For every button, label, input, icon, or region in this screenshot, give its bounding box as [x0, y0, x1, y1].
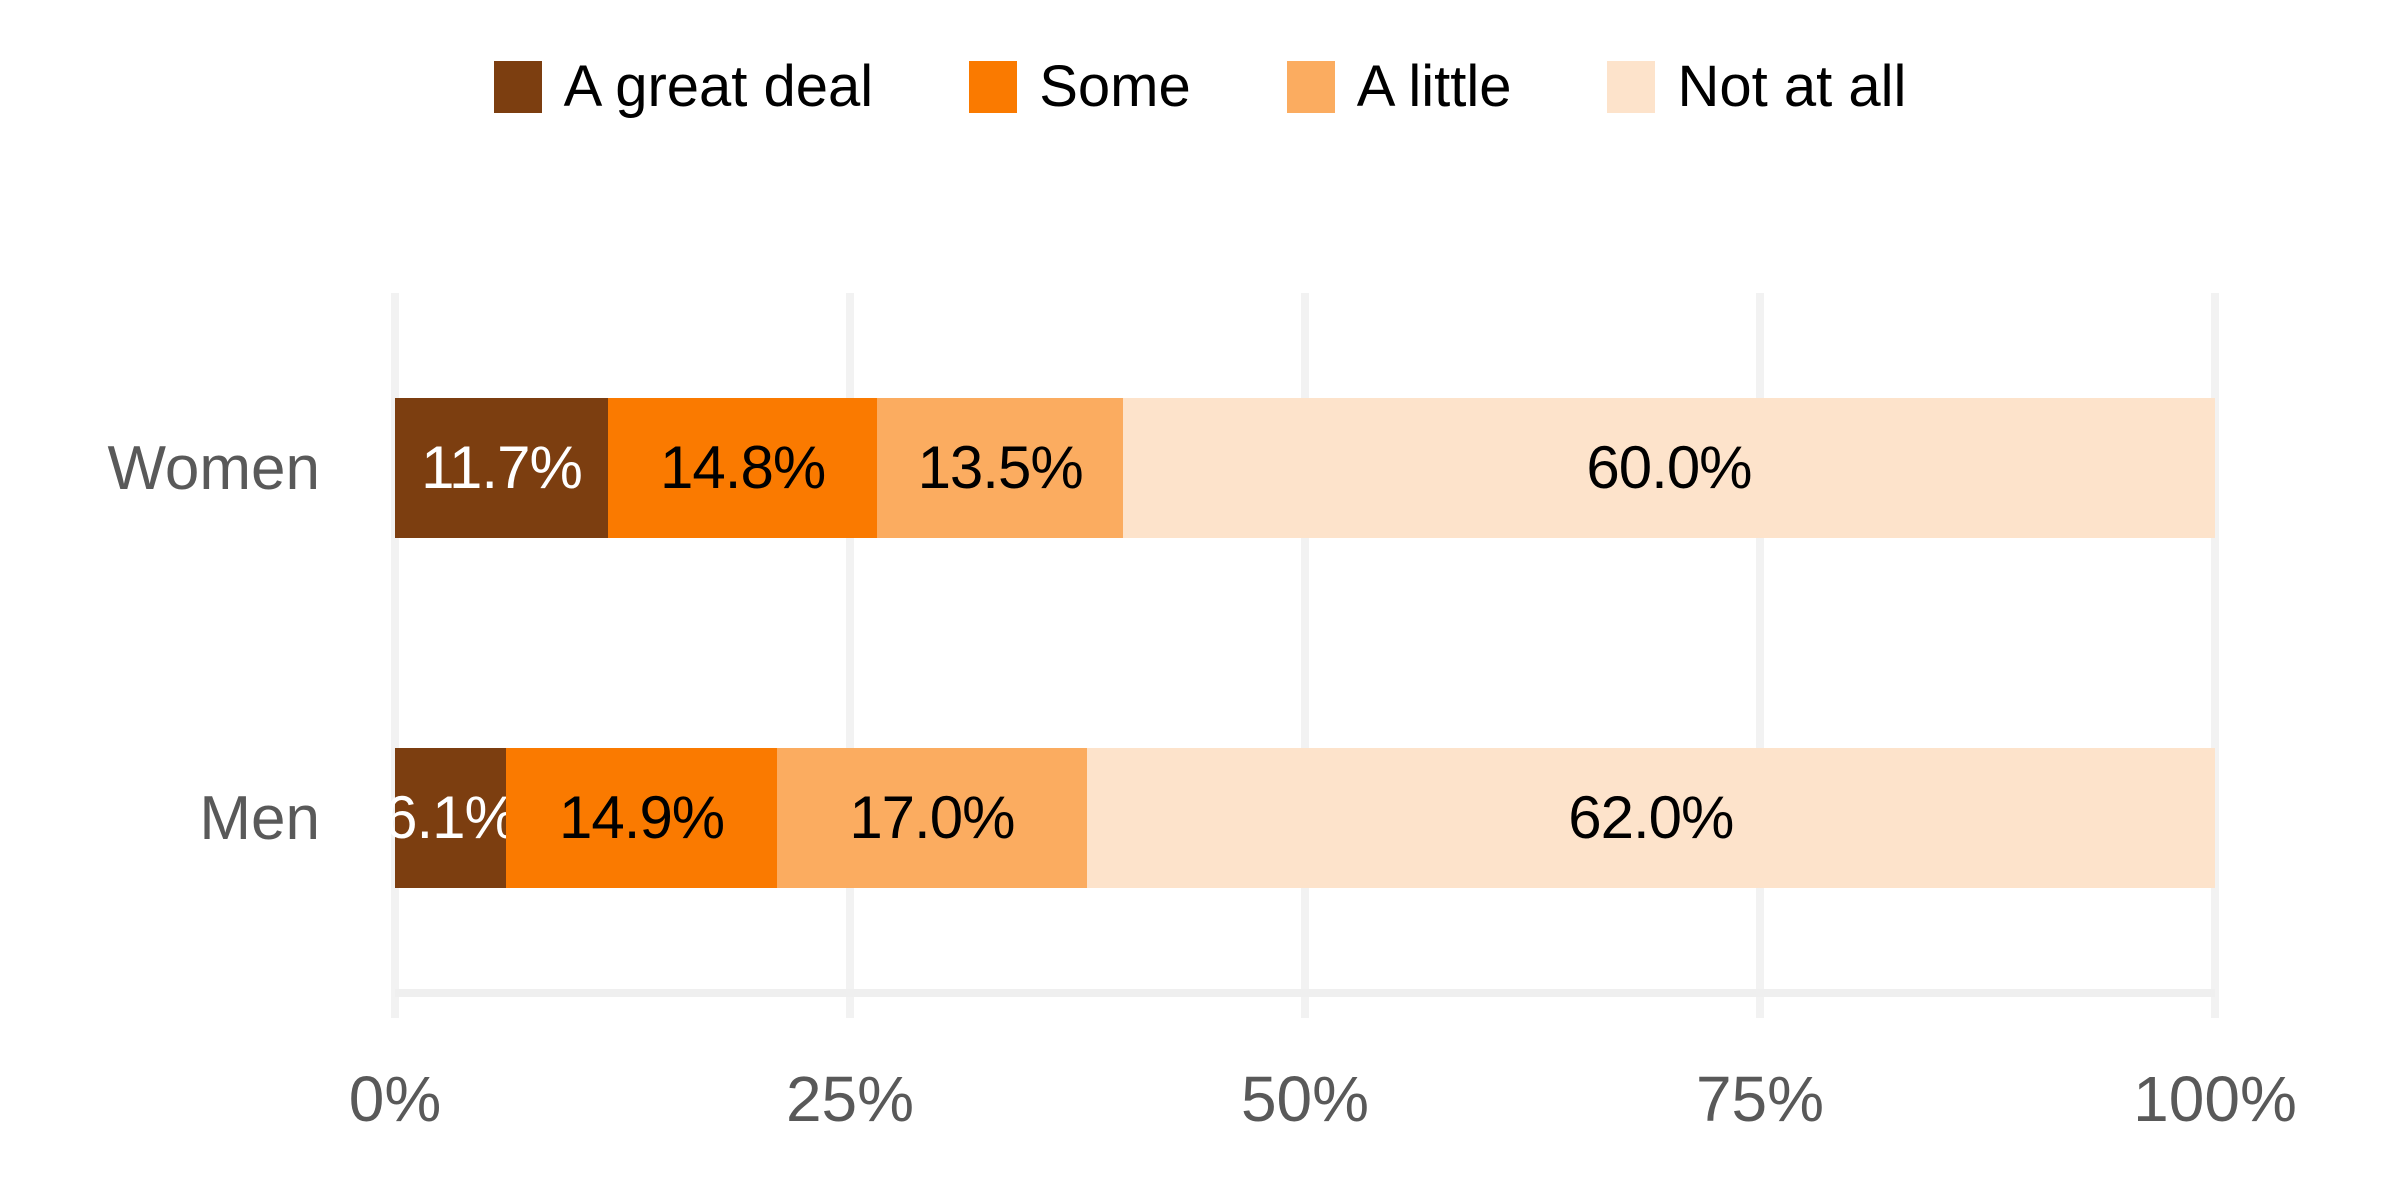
bar-segment-men-a-great-deal: 6.1%: [384, 748, 518, 888]
legend-label: A great deal: [563, 54, 874, 119]
x-tick-75pct: 75%: [1695, 1063, 1825, 1135]
y-axis-labels: Women Men: [0, 293, 321, 993]
x-tick-100pct: 100%: [2133, 1063, 2297, 1135]
bar-segment-men-not-at-all: 62.0%: [1086, 748, 2215, 888]
x-axis-line: [395, 989, 2215, 997]
category-label-men: Men: [199, 783, 320, 853]
bar-segment-women-some: 14.8%: [607, 398, 878, 538]
x-tick-0pct: 0%: [348, 1063, 442, 1135]
value-label: 14.9%: [559, 784, 725, 851]
gridline-25pct: [846, 293, 854, 1018]
gridline-100pct: [2211, 293, 2219, 1018]
gridline-75pct: [1756, 293, 1764, 1018]
legend-swatch-a-great-deal: [493, 61, 542, 113]
legend-item-some: Some: [969, 58, 1191, 116]
legend-label: A little: [1356, 54, 1512, 119]
legend-item-a-great-deal: A great deal: [493, 54, 874, 119]
bar-segment-women-a-little: 13.5%: [877, 398, 1123, 538]
stacked-bar-men: 6.1% 14.9% 17.0% 62.0%: [384, 748, 2215, 888]
legend-swatch-not-at-all: [1607, 61, 1656, 113]
bar-segment-men-some: 14.9%: [506, 748, 778, 888]
value-label: 60.0%: [1586, 434, 1752, 501]
legend-item-a-little: A little: [1286, 54, 1512, 119]
bar-segment-women-not-at-all: 60.0%: [1122, 398, 2215, 538]
category-label-women: Women: [107, 433, 321, 503]
legend-item-not-at-all: Not at all: [1607, 58, 1906, 116]
value-label: 13.5%: [917, 434, 1084, 501]
value-label: 17.0%: [849, 784, 1015, 851]
value-label: 62.0%: [1568, 784, 1734, 851]
bar-rows: 11.7% 14.8% 13.5% 60.0% 6.1%: [384, 293, 2215, 993]
legend: A great deal Some A little Not at all: [0, 58, 2400, 116]
value-label: 14.8%: [660, 434, 826, 501]
value-label: 11.7%: [421, 434, 583, 501]
gridline-0pct: [391, 293, 399, 1018]
stacked-bar-women: 11.7% 14.8% 13.5% 60.0%: [395, 398, 2215, 538]
plot-area: 11.7% 14.8% 13.5% 60.0% 6.1%: [384, 293, 2219, 1018]
x-tick-50pct: 50%: [1240, 1063, 1370, 1135]
value-label: 6.1%: [384, 784, 518, 851]
x-axis-tick-labels: 0% 25% 50% 75% 100%: [349, 1062, 2297, 1152]
legend-label: Not at all: [1677, 54, 1907, 119]
bar-segment-men-a-little: 17.0%: [777, 748, 1087, 888]
bar-segment-women-a-great-deal: 11.7%: [395, 398, 608, 538]
bar-row-women: 11.7% 14.8% 13.5% 60.0%: [395, 293, 2215, 643]
legend-swatch-a-little: [1286, 61, 1335, 113]
x-tick-25pct: 25%: [785, 1063, 915, 1135]
bar-row-men: 6.1% 14.9% 17.0% 62.0%: [384, 643, 2215, 993]
legend-swatch-some: [969, 61, 1018, 113]
legend-label: Some: [1039, 54, 1191, 119]
gridline-50pct: [1301, 293, 1309, 1018]
